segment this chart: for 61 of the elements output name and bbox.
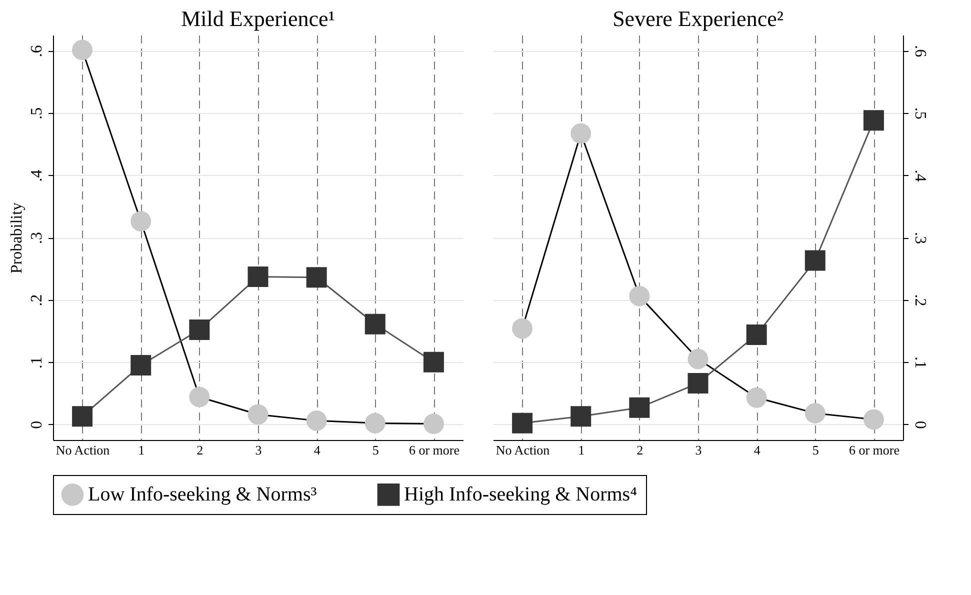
x-tick-label: 6 or more — [408, 442, 460, 458]
chart-title: Severe Experience² — [612, 6, 784, 31]
point — [72, 40, 93, 60]
point — [512, 412, 533, 434]
point — [364, 314, 386, 334]
point — [629, 397, 650, 418]
point — [189, 319, 210, 340]
x-tick-label: 3 — [695, 442, 702, 458]
x-tick-label: 2 — [636, 442, 644, 458]
x-tick-label: 2 — [196, 442, 204, 458]
point — [306, 267, 327, 288]
y-tick-label: .2 — [28, 294, 46, 306]
x-tick-label: 6 or more — [848, 442, 900, 458]
point — [746, 324, 767, 345]
point — [248, 266, 268, 287]
point — [512, 318, 533, 339]
point — [688, 348, 708, 370]
x-tick-label: 5 — [372, 442, 379, 458]
legend-label: High Info-seeking & Norms⁴ — [404, 484, 638, 506]
y-tick-label: .4 — [28, 170, 46, 182]
point — [570, 406, 592, 427]
point — [189, 386, 210, 408]
x-tick-label: No Action — [496, 442, 550, 458]
point — [423, 352, 444, 372]
y2-tick-label: .4 — [912, 170, 928, 182]
x-tick-label: 4 — [754, 442, 761, 458]
point — [72, 406, 93, 427]
y-tick-label: .1 — [28, 356, 46, 369]
point — [746, 387, 767, 408]
point — [570, 123, 592, 144]
y-tick-label: 0 — [28, 420, 46, 429]
y2-tick-label: .5 — [912, 107, 928, 120]
x-tick-label: No Action — [56, 442, 110, 458]
point — [130, 354, 152, 376]
point — [130, 211, 152, 232]
y2-tick-label: .3 — [912, 232, 928, 244]
y-tick-label: .6 — [28, 45, 46, 58]
x-tick-label: 1 — [138, 442, 145, 458]
x-tick-label: 5 — [812, 442, 819, 458]
y-tick-label: .5 — [28, 107, 46, 120]
point — [863, 110, 884, 131]
y-axis-title: Probability — [8, 202, 26, 274]
y2-tick-label: 0 — [912, 420, 928, 429]
x-tick-label: 3 — [255, 442, 262, 458]
x-tick-label: 4 — [314, 442, 321, 458]
point — [629, 286, 650, 306]
point — [364, 412, 386, 434]
x-tick-label: 1 — [578, 442, 585, 458]
point — [863, 409, 884, 430]
point — [423, 414, 444, 434]
y-tick-label: .3 — [28, 232, 46, 244]
point — [306, 410, 327, 431]
point — [804, 402, 826, 424]
y2-tick-label: .2 — [912, 294, 928, 306]
legend-label: Low Info-seeking & Norms³ — [88, 484, 317, 506]
y2-tick-label: .1 — [912, 356, 928, 369]
point — [804, 250, 826, 271]
point — [688, 373, 708, 394]
y2-tick-label: .6 — [912, 45, 928, 58]
point — [248, 404, 268, 425]
chart-title: Mild Experience¹ — [181, 6, 335, 31]
